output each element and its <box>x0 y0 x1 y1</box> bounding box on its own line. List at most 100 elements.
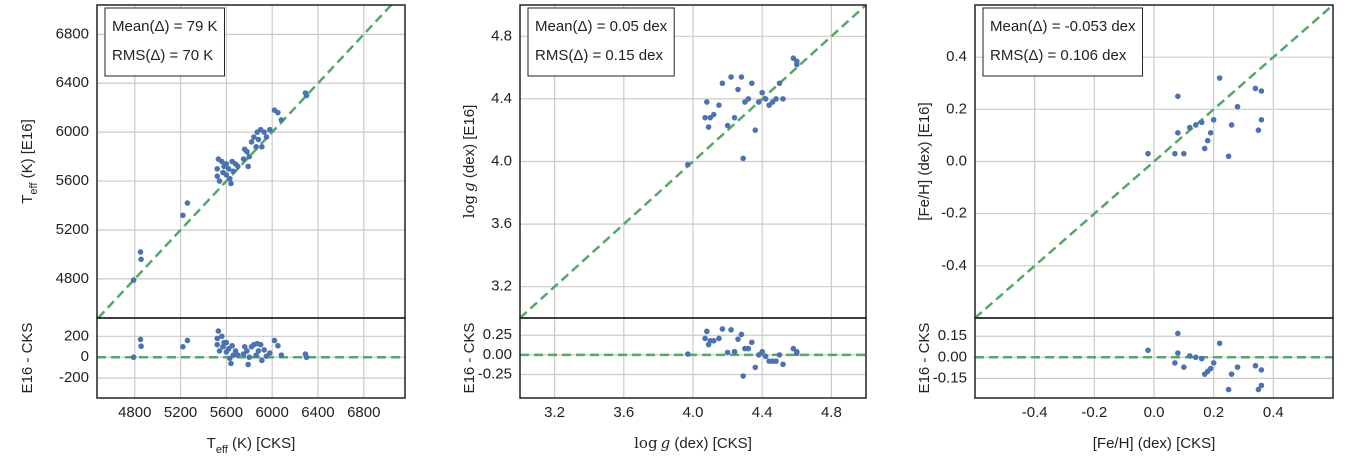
x-tick-label: 4.4 <box>752 404 773 421</box>
y-tick-label: -0.25 <box>478 365 512 382</box>
x-tick-label: 0.2 <box>1203 404 1224 421</box>
residual-point <box>180 343 186 350</box>
residual-point <box>752 364 759 371</box>
x-axis-label-part: log <box>634 434 658 452</box>
one-to-one-line <box>974 4 1334 319</box>
point <box>728 74 734 80</box>
y-axis-label: E16 - CKS <box>916 323 933 394</box>
residual-point <box>1187 353 1193 359</box>
point <box>263 134 270 140</box>
point <box>724 122 731 129</box>
x-tick-label: 6400 <box>301 404 334 421</box>
y-axis-label-part: eff <box>28 182 40 195</box>
residual-point <box>685 351 691 357</box>
x-tick-label: -0.4 <box>1022 404 1048 421</box>
y-tick-label: 0.0 <box>946 152 967 169</box>
x-tick-label: 4.8 <box>821 404 842 421</box>
y-axis-label: Teff (K) [E16] <box>19 119 40 204</box>
residual-point <box>275 342 281 349</box>
point <box>1258 116 1265 123</box>
x-tick-label: 4800 <box>118 404 151 421</box>
point <box>223 172 230 178</box>
point <box>235 163 241 170</box>
residual-point <box>780 361 786 368</box>
y-tick-label: -0.4 <box>941 257 967 274</box>
point <box>138 256 144 263</box>
residual-point <box>138 343 144 350</box>
x-axis-label: [Fe/H] (dex) [CKS] <box>1093 435 1216 452</box>
x-axis-label-part: T <box>207 435 216 452</box>
residual-point <box>228 360 234 367</box>
residual-point <box>740 373 746 379</box>
y-tick-label: -0.15 <box>933 369 967 386</box>
y-tick-label: 0.25 <box>483 326 512 343</box>
point <box>755 99 762 105</box>
x-tick-label: -0.2 <box>1081 404 1107 421</box>
point <box>1175 130 1181 136</box>
y-tick-label: 3.6 <box>491 215 512 232</box>
x-tick-label: 6800 <box>347 404 380 421</box>
point <box>773 96 779 102</box>
y-tick-label: 6800 <box>56 25 89 42</box>
residual-point <box>731 348 738 355</box>
point <box>251 134 257 140</box>
y-tick-label: 4800 <box>56 270 89 287</box>
point <box>240 156 247 162</box>
point <box>219 158 225 165</box>
point <box>704 99 710 105</box>
y-tick-label: 4.8 <box>491 27 512 44</box>
point <box>749 80 755 87</box>
point <box>738 74 745 80</box>
y-tick-label: 6000 <box>56 123 89 140</box>
point <box>216 178 223 184</box>
point <box>719 80 726 87</box>
point <box>261 129 267 135</box>
point <box>259 144 265 150</box>
point <box>253 144 259 150</box>
residual-point <box>241 343 248 350</box>
residual-point <box>749 339 755 346</box>
point <box>227 175 233 182</box>
y-tick-label: 5600 <box>56 172 89 189</box>
residual-point <box>214 335 221 342</box>
y-tick-label: 0.4 <box>946 48 967 65</box>
point <box>230 168 237 175</box>
annotation: RMS(Δ) = 0.106 dex <box>990 47 1127 64</box>
y-tick-label: 0.2 <box>946 100 967 117</box>
point <box>740 155 746 162</box>
x-axis-label-part: (dex) [CKS] <box>670 435 752 452</box>
point <box>228 180 234 187</box>
residual-point <box>738 331 745 338</box>
point <box>1225 153 1232 160</box>
point <box>759 89 765 96</box>
annotation: RMS(Δ) = 70 K <box>112 47 213 64</box>
residual-point <box>1252 362 1259 369</box>
x-axis-label: log g (dex) [CKS] <box>634 434 752 452</box>
residual-point <box>1198 355 1205 362</box>
residual-point <box>1258 367 1265 373</box>
residual-point <box>214 341 221 348</box>
residual-point <box>724 349 731 356</box>
y-axis-label: E16 - CKS <box>461 323 478 394</box>
residual-point <box>716 335 722 342</box>
point <box>1216 75 1223 81</box>
residual-point <box>762 353 769 360</box>
point <box>1258 88 1265 94</box>
point <box>1204 137 1211 144</box>
residual-point <box>1207 365 1214 372</box>
point <box>278 117 285 123</box>
y-tick-label: 6400 <box>56 74 89 91</box>
residual-point <box>1228 371 1235 377</box>
residual-point <box>1175 330 1181 337</box>
point <box>275 109 281 116</box>
y-tick-label: -0.2 <box>941 205 967 222</box>
residual-point <box>223 339 230 346</box>
residual-point <box>245 361 251 368</box>
residual-point <box>215 328 222 334</box>
y-tick-label: 3.2 <box>491 278 512 295</box>
residual-point <box>216 348 223 354</box>
point <box>1228 122 1235 128</box>
residual-point <box>1225 386 1232 393</box>
residual-point <box>229 342 235 349</box>
